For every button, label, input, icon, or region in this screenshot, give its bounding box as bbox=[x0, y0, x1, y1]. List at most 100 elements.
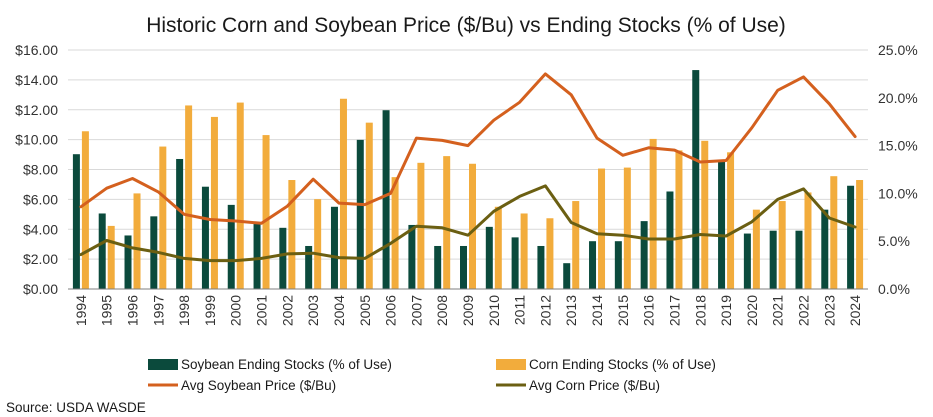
left-tick-label: $16.00 bbox=[15, 42, 58, 58]
x-tick-label: 1995 bbox=[99, 295, 115, 326]
corn-stocks-bar bbox=[520, 213, 528, 289]
soybean-stocks-bar bbox=[795, 230, 803, 289]
x-tick-label: 2006 bbox=[383, 295, 399, 326]
right-tick-label: 15.0% bbox=[878, 138, 918, 154]
soybean-stocks-bar bbox=[640, 221, 648, 289]
left-tick-label: $4.00 bbox=[23, 221, 58, 237]
legend-label-soybean-price: Avg Soybean Price ($/Bu) bbox=[181, 378, 336, 393]
corn-stocks-bar bbox=[159, 146, 167, 289]
corn-stocks-bar bbox=[830, 176, 838, 289]
corn-stocks-bar bbox=[649, 138, 657, 289]
x-tick-label: 2020 bbox=[744, 295, 760, 326]
corn-stocks-bar bbox=[623, 167, 631, 289]
soybean-stocks-bar bbox=[460, 245, 467, 289]
right-axis-ticks: 0.0% 5.0% 10.0% 15.0% 20.0% 25.0% bbox=[878, 42, 918, 297]
soybean-stocks-bar bbox=[821, 209, 829, 289]
corn-stocks-bar bbox=[391, 177, 399, 289]
left-axis-ticks: $0.00 $2.00 $4.00 $6.00 $8.00 $10.00 $12.00 $14… bbox=[15, 42, 58, 297]
chart-title: Historic Corn and Soybean Price ($/Bu) v… bbox=[146, 14, 786, 37]
x-tick-label: 1999 bbox=[202, 295, 218, 326]
left-tick-label: $12.00 bbox=[15, 102, 58, 118]
soybean-stocks-bar bbox=[485, 226, 493, 289]
bars bbox=[72, 70, 864, 290]
x-tick-label: 2010 bbox=[486, 295, 502, 326]
x-tick-label: 2002 bbox=[279, 295, 295, 326]
soybean-stocks-bar bbox=[614, 241, 622, 289]
legend-label-corn-stocks: Corn Ending Stocks (% of Use) bbox=[529, 357, 716, 372]
x-axis-ticks: 1994 1995 1996 1997 1998 1999 2000 2001 2002 2003… bbox=[73, 295, 863, 326]
soybean-stocks-bar bbox=[589, 241, 597, 289]
x-tick-label: 2005 bbox=[357, 295, 373, 326]
corn-stocks-bar bbox=[81, 131, 89, 289]
left-tick-label: $2.00 bbox=[23, 251, 58, 267]
soybean-stocks-bar bbox=[382, 110, 390, 289]
soybean-stocks-bar bbox=[563, 263, 571, 289]
corn-stocks-bar bbox=[107, 225, 115, 289]
corn-stocks-bar bbox=[288, 180, 296, 289]
soybean-stocks-bar bbox=[511, 237, 519, 289]
x-tick-label: 2000 bbox=[228, 295, 244, 326]
corn-stocks-bar bbox=[365, 122, 373, 289]
soybean-stocks-bar bbox=[434, 245, 442, 289]
corn-stocks-bar bbox=[469, 163, 476, 289]
x-tick-label: 2014 bbox=[589, 295, 605, 326]
soybean-stocks-bar bbox=[253, 223, 261, 289]
soybean-stocks-bar bbox=[356, 139, 364, 289]
corn-stocks-bar bbox=[752, 209, 760, 289]
x-tick-label: 1998 bbox=[176, 295, 192, 326]
x-tick-label: 1997 bbox=[150, 295, 166, 326]
legend-label-soybean-stocks: Soybean Ending Stocks (% of Use) bbox=[181, 357, 392, 372]
soybean-stocks-bar bbox=[847, 185, 855, 289]
x-tick-label: 2012 bbox=[537, 295, 553, 326]
soybean-stocks-bar bbox=[201, 186, 209, 289]
corn-stocks-bar bbox=[546, 218, 554, 289]
x-tick-label: 2018 bbox=[692, 295, 708, 326]
corn-stocks-bar bbox=[133, 193, 141, 289]
gridlines bbox=[68, 49, 868, 260]
x-tick-label: 2001 bbox=[254, 295, 270, 326]
corn-stocks-bar bbox=[598, 168, 606, 289]
x-tick-label: 2009 bbox=[460, 295, 476, 326]
source-note: Source: USDA WASDE bbox=[6, 400, 146, 415]
corn-stocks-bar bbox=[236, 102, 244, 289]
right-tick-label: 10.0% bbox=[878, 185, 918, 201]
x-tick-label: 2003 bbox=[305, 295, 321, 326]
price-lines bbox=[79, 72, 857, 263]
corn-stocks-bar bbox=[494, 206, 502, 289]
x-tick-label: 2015 bbox=[615, 295, 631, 326]
x-tick-label: 2004 bbox=[331, 295, 347, 326]
soybean-stocks-bar bbox=[330, 206, 338, 289]
corn-stocks-bar bbox=[185, 105, 193, 289]
x-tick-label: 2022 bbox=[795, 295, 811, 326]
soybean-stocks-bar bbox=[305, 245, 313, 289]
x-tick-label: 2019 bbox=[718, 295, 734, 326]
soybean-stocks-bar bbox=[692, 70, 700, 290]
left-tick-label: $0.00 bbox=[23, 281, 58, 297]
left-tick-label: $10.00 bbox=[15, 132, 58, 148]
right-tick-label: 20.0% bbox=[878, 90, 918, 106]
left-tick-label: $14.00 bbox=[15, 72, 58, 88]
corn-stocks-bar bbox=[727, 152, 735, 289]
soybean-stocks-bar bbox=[408, 224, 416, 289]
x-tick-label: 2021 bbox=[770, 295, 786, 326]
x-tick-label: 2007 bbox=[408, 295, 424, 326]
legend-swatch-soybean-stocks bbox=[148, 359, 178, 370]
soybean-stocks-bar bbox=[227, 204, 235, 289]
x-tick-label: 1994 bbox=[73, 295, 89, 326]
x-tick-label: 2013 bbox=[563, 295, 579, 326]
right-tick-label: 25.0% bbox=[878, 42, 918, 58]
soybean-stocks-bar bbox=[72, 154, 80, 289]
x-tick-label: 2017 bbox=[666, 295, 682, 326]
legend-label-corn-price: Avg Corn Price ($/Bu) bbox=[529, 378, 660, 393]
corn-stocks-bar bbox=[675, 150, 683, 289]
soybean-price-line bbox=[79, 72, 857, 225]
corn-stocks-bar bbox=[339, 98, 347, 289]
legend: Soybean Ending Stocks (% of Use) Corn En… bbox=[148, 357, 716, 393]
corn-stocks-bar bbox=[804, 192, 812, 289]
left-tick-label: $6.00 bbox=[23, 191, 58, 207]
x-tick-label: 2011 bbox=[512, 295, 528, 325]
corn-stocks-bar bbox=[262, 135, 270, 289]
x-tick-label: 2008 bbox=[434, 295, 450, 326]
soybean-stocks-bar bbox=[769, 230, 777, 289]
